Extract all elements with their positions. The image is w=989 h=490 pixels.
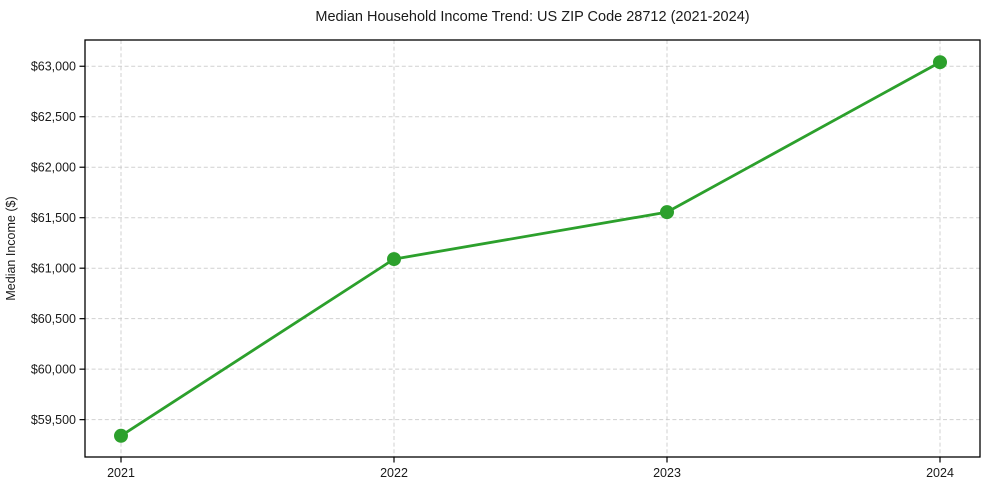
x-tick-label: 2023: [653, 466, 681, 480]
x-tick-label: 2022: [380, 466, 408, 480]
y-tick-label: $60,500: [31, 312, 76, 326]
y-tick-label: $60,000: [31, 362, 76, 376]
trend-line: [119, 60, 942, 438]
y-tick-label: $59,500: [31, 413, 76, 427]
y-tick-label: $62,500: [31, 110, 76, 124]
y-tick-label: $62,000: [31, 161, 76, 175]
y-tick-label: $61,500: [31, 211, 76, 225]
axis-tick-labels: $59,500 $60,000 $60,500 $61,000 $61,500 $62,0…: [31, 60, 954, 480]
data-point-marker: [114, 428, 128, 443]
y-axis-label: Median Income ($): [4, 196, 18, 300]
y-tick-label: $61,000: [31, 261, 76, 275]
x-tick-label: 2024: [926, 466, 954, 480]
gridlines: [85, 40, 980, 457]
income-trend-series: [114, 55, 947, 443]
data-point-marker: [933, 55, 947, 70]
axis-ticks: [79, 65, 941, 463]
x-tick-label: 2021: [107, 466, 135, 480]
plot-border: [84, 39, 981, 458]
chart-title: Median Household Income Trend: US ZIP Co…: [315, 9, 749, 25]
y-tick-label: $63,000: [31, 60, 76, 74]
data-point-marker: [660, 205, 674, 220]
data-point-marker: [387, 252, 401, 267]
